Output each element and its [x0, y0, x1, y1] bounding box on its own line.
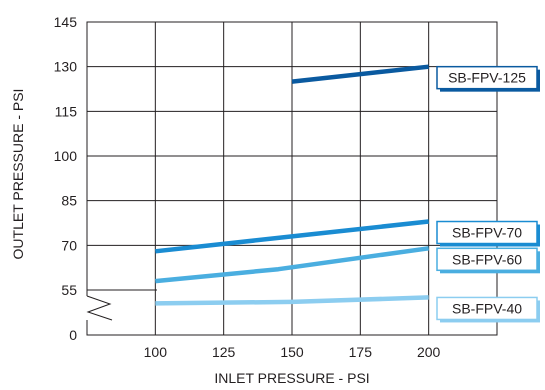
x-tick-label: 175	[349, 344, 373, 360]
y-tick-label: 145	[54, 14, 78, 30]
legend-label: SB-FPV-125	[448, 70, 526, 86]
axis-break-gap	[85, 296, 89, 320]
x-tick-label: 200	[417, 344, 441, 360]
y-tick-label: 115	[55, 103, 78, 119]
y-tick-label: 100	[54, 148, 78, 164]
series-lines	[155, 64, 430, 306]
series-line-sb-fpv-125	[291, 64, 429, 84]
x-tick-label: 150	[280, 344, 304, 360]
y-tick-label: 85	[61, 193, 77, 209]
legend-label: SB-FPV-60	[452, 251, 522, 267]
legend-label: SB-FPV-70	[452, 225, 522, 241]
tick-labels: 100 125 150 175 200 145 130 115 100 85 70 55 0	[54, 14, 441, 360]
x-tick-label: 100	[144, 344, 168, 360]
y-axis-title: OUTLET PRESSURE - PSI	[10, 89, 26, 260]
legend-box	[436, 65, 538, 90]
y-tick-label: 130	[54, 59, 78, 75]
grid	[85, 21, 498, 336]
legend-box	[436, 220, 538, 245]
x-axis-title: INLET PRESSURE - PSI	[214, 370, 369, 386]
legend-box	[436, 247, 538, 272]
series-line-sb-fpv-40	[155, 295, 429, 306]
legend-label: SB-FPV-40	[452, 300, 522, 316]
axis-break-mark	[86, 295, 113, 321]
y-tick-label: 0	[69, 327, 77, 343]
series-line-sb-fpv-70	[155, 219, 429, 254]
y-tick-label: 55	[61, 282, 77, 298]
x-tick-label: 125	[212, 344, 236, 360]
series-line-sb-fpv-60	[155, 246, 430, 284]
legend: SB-FPV-125 SB-FPV-70 SB-FPV-60 SB-FPV-40	[436, 65, 540, 323]
legend-box	[436, 296, 538, 321]
y-tick-label: 70	[61, 237, 77, 253]
